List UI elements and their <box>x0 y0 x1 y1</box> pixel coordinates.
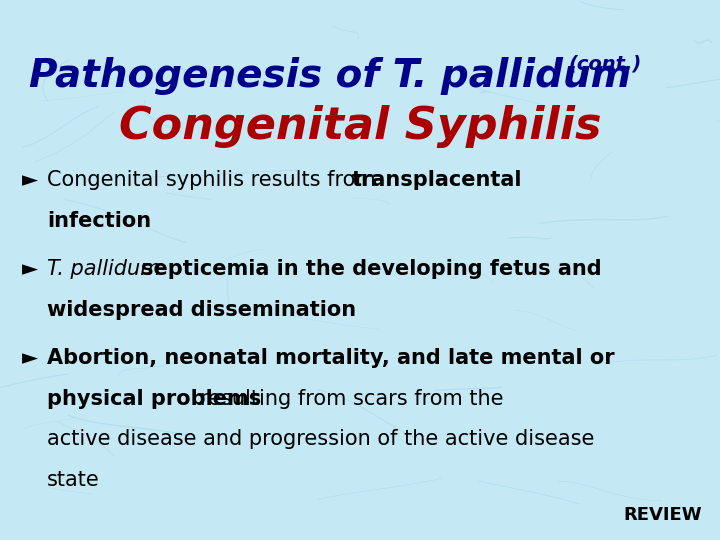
Text: infection: infection <box>47 211 151 231</box>
Text: ►: ► <box>22 259 37 279</box>
Text: ►: ► <box>22 170 37 190</box>
Text: (cont.): (cont.) <box>569 54 642 73</box>
Text: Congenital syphilis results from: Congenital syphilis results from <box>47 170 382 190</box>
Text: Abortion, neonatal mortality, and late mental or: Abortion, neonatal mortality, and late m… <box>47 348 614 368</box>
Text: state: state <box>47 470 99 490</box>
Text: ►: ► <box>22 348 37 368</box>
Text: active disease and progression of the active disease: active disease and progression of the ac… <box>47 429 594 449</box>
Text: T. pallidum: T. pallidum <box>47 259 161 279</box>
Text: widespread dissemination: widespread dissemination <box>47 300 356 320</box>
Text: transplacental: transplacental <box>351 170 522 190</box>
Text: physical problems: physical problems <box>47 389 261 409</box>
Text: Congenital Syphilis: Congenital Syphilis <box>119 105 601 148</box>
Text: Pathogenesis of T. pallidum: Pathogenesis of T. pallidum <box>29 57 631 94</box>
Text: resulting from scars from the: resulting from scars from the <box>200 389 504 409</box>
Text: REVIEW: REVIEW <box>624 506 702 524</box>
Text: septicemia in the developing fetus and: septicemia in the developing fetus and <box>141 259 602 279</box>
